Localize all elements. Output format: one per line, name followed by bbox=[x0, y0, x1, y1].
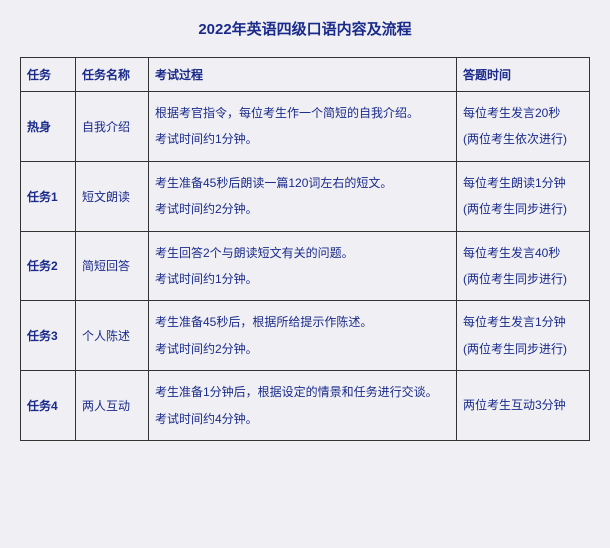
cell-name: 两人互动 bbox=[76, 371, 149, 441]
cell-task: 热身 bbox=[21, 92, 76, 162]
time-line2: (两位考生同步进行) bbox=[463, 266, 583, 292]
table-row: 任务1 短文朗读 考生准备45秒后朗读一篇120词左右的短文。 考试时间约2分钟… bbox=[21, 161, 590, 231]
time-line2: (两位考生依次进行) bbox=[463, 126, 583, 152]
header-task: 任务 bbox=[21, 58, 76, 92]
cell-name: 个人陈述 bbox=[76, 301, 149, 371]
cell-process: 考生准备45秒后，根据所给提示作陈述。 考试时间约2分钟。 bbox=[149, 301, 457, 371]
cell-name: 自我介绍 bbox=[76, 92, 149, 162]
process-line1: 考生准备1分钟后，根据设定的情景和任务进行交谈。 bbox=[155, 379, 450, 405]
time-line2: (两位考生同步进行) bbox=[463, 336, 583, 362]
header-row: 任务 任务名称 考试过程 答题时间 bbox=[21, 58, 590, 92]
cell-time: 每位考生发言20秒 (两位考生依次进行) bbox=[457, 92, 590, 162]
cell-process: 根据考官指令，每位考生作一个简短的自我介绍。 考试时间约1分钟。 bbox=[149, 92, 457, 162]
time-line2: (两位考生同步进行) bbox=[463, 196, 583, 222]
cell-task: 任务2 bbox=[21, 231, 76, 301]
process-line2: 考试时间约4分钟。 bbox=[155, 406, 450, 432]
page-title: 2022年英语四级口语内容及流程 bbox=[20, 18, 590, 39]
header-process: 考试过程 bbox=[149, 58, 457, 92]
table-row: 任务4 两人互动 考生准备1分钟后，根据设定的情景和任务进行交谈。 考试时间约4… bbox=[21, 371, 590, 441]
cell-time: 每位考生朗读1分钟 (两位考生同步进行) bbox=[457, 161, 590, 231]
cell-name: 短文朗读 bbox=[76, 161, 149, 231]
time-line1: 每位考生发言1分钟 bbox=[463, 309, 583, 335]
process-line1: 考生准备45秒后，根据所给提示作陈述。 bbox=[155, 309, 450, 335]
cell-process: 考生回答2个与朗读短文有关的问题。 考试时间约1分钟。 bbox=[149, 231, 457, 301]
cell-name: 简短回答 bbox=[76, 231, 149, 301]
time-line1: 每位考生朗读1分钟 bbox=[463, 170, 583, 196]
process-line2: 考试时间约1分钟。 bbox=[155, 266, 450, 292]
cell-time: 两位考生互动3分钟 bbox=[457, 371, 590, 441]
cell-process: 考生准备45秒后朗读一篇120词左右的短文。 考试时间约2分钟。 bbox=[149, 161, 457, 231]
process-line2: 考试时间约2分钟。 bbox=[155, 196, 450, 222]
process-line1: 考生准备45秒后朗读一篇120词左右的短文。 bbox=[155, 170, 450, 196]
page-container: 2022年英语四级口语内容及流程 任务 任务名称 考试过程 答题时间 热身 自我… bbox=[0, 0, 610, 459]
header-time: 答题时间 bbox=[457, 58, 590, 92]
exam-table: 任务 任务名称 考试过程 答题时间 热身 自我介绍 根据考官指令，每位考生作一个… bbox=[20, 57, 590, 441]
table-row: 任务2 简短回答 考生回答2个与朗读短文有关的问题。 考试时间约1分钟。 每位考… bbox=[21, 231, 590, 301]
table-row: 任务3 个人陈述 考生准备45秒后，根据所给提示作陈述。 考试时间约2分钟。 每… bbox=[21, 301, 590, 371]
process-line2: 考试时间约1分钟。 bbox=[155, 126, 450, 152]
cell-task: 任务4 bbox=[21, 371, 76, 441]
table-row: 热身 自我介绍 根据考官指令，每位考生作一个简短的自我介绍。 考试时间约1分钟。… bbox=[21, 92, 590, 162]
time-line1: 每位考生发言20秒 bbox=[463, 100, 583, 126]
time-line1: 两位考生互动3分钟 bbox=[463, 392, 583, 418]
time-line1: 每位考生发言40秒 bbox=[463, 240, 583, 266]
cell-time: 每位考生发言1分钟 (两位考生同步进行) bbox=[457, 301, 590, 371]
process-line1: 考生回答2个与朗读短文有关的问题。 bbox=[155, 240, 450, 266]
cell-task: 任务3 bbox=[21, 301, 76, 371]
cell-time: 每位考生发言40秒 (两位考生同步进行) bbox=[457, 231, 590, 301]
cell-process: 考生准备1分钟后，根据设定的情景和任务进行交谈。 考试时间约4分钟。 bbox=[149, 371, 457, 441]
process-line1: 根据考官指令，每位考生作一个简短的自我介绍。 bbox=[155, 100, 450, 126]
header-name: 任务名称 bbox=[76, 58, 149, 92]
cell-task: 任务1 bbox=[21, 161, 76, 231]
process-line2: 考试时间约2分钟。 bbox=[155, 336, 450, 362]
